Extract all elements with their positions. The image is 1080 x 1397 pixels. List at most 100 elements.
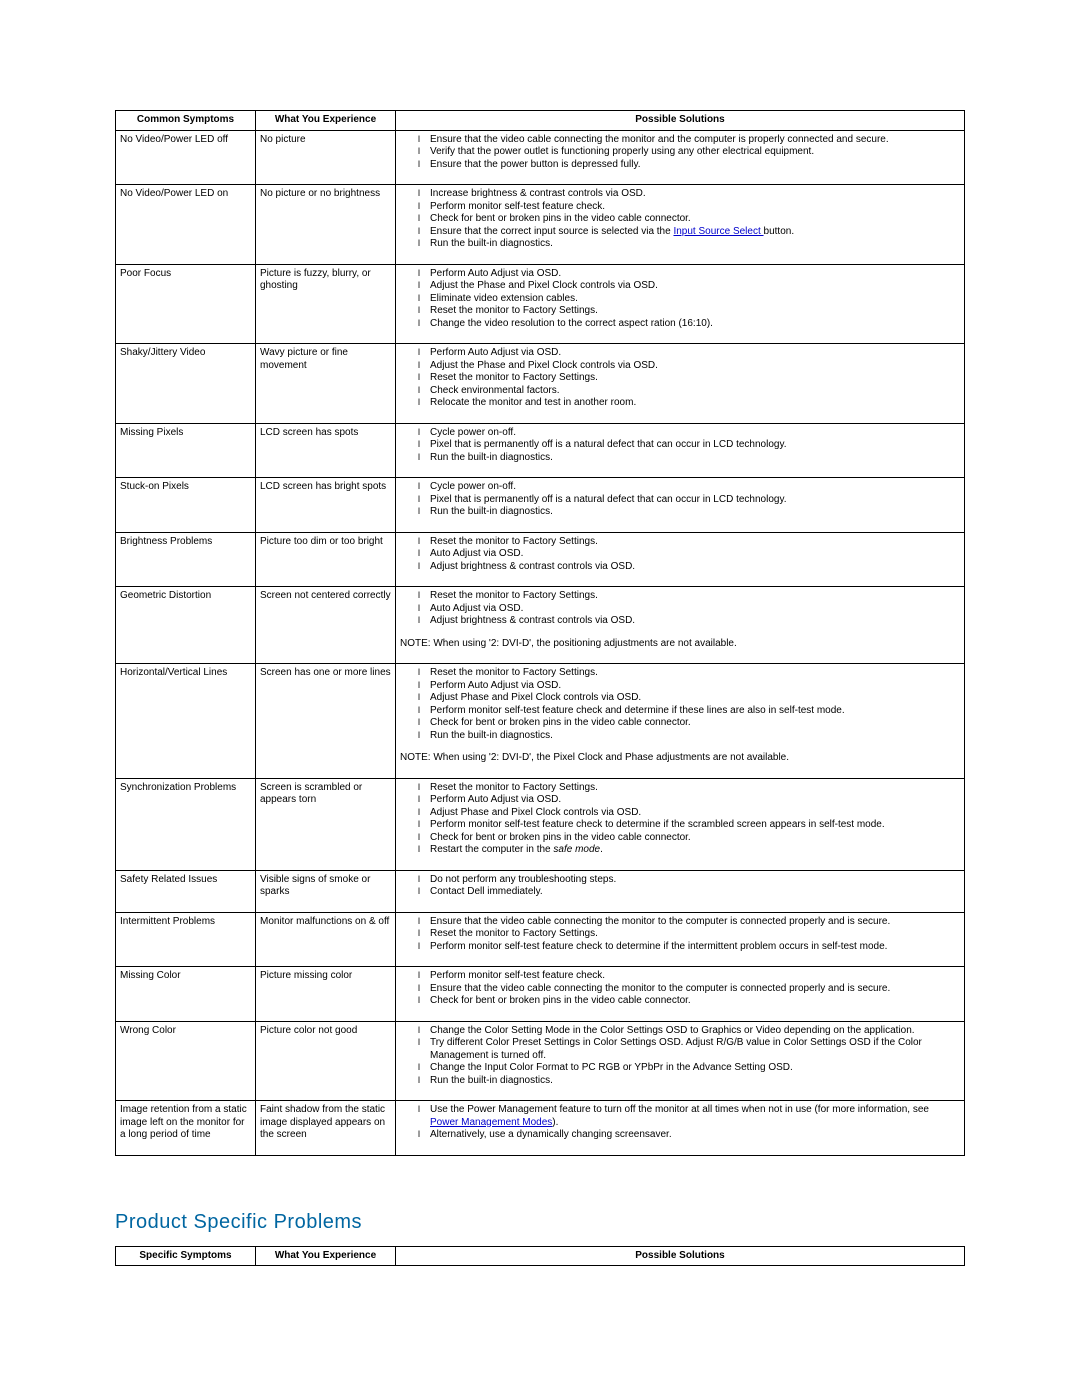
solutions-list: Reset the monitor to Factory Settings.Au…: [400, 590, 960, 628]
solution-item: Ensure that the correct input source is …: [418, 226, 960, 239]
solution-item: Check for bent or broken pins in the vid…: [418, 995, 960, 1008]
product-specific-table: Specific Symptoms What You Experience Po…: [115, 1246, 965, 1267]
solution-item: Adjust the Phase and Pixel Clock control…: [418, 280, 960, 293]
cell-solutions: Ensure that the video cable connecting t…: [396, 912, 965, 967]
cell-solutions: Ensure that the video cable connecting t…: [396, 130, 965, 185]
solution-item: Perform monitor self-test feature check …: [418, 941, 960, 954]
solution-item: Pixel that is permanently off is a natur…: [418, 439, 960, 452]
table-row: No Video/Power LED offNo pictureEnsure t…: [116, 130, 965, 185]
cell-experience: Wavy picture or fine movement: [256, 344, 396, 424]
cell-experience: Visible signs of smoke or sparks: [256, 870, 396, 912]
cell-symptom: Brightness Problems: [116, 532, 256, 587]
solution-item: Restart the computer in the safe mode.: [418, 844, 960, 857]
solutions-list: Ensure that the video cable connecting t…: [400, 916, 960, 954]
table-header-row: Common Symptoms What You Experience Poss…: [116, 111, 965, 131]
cell-symptom: Image retention from a static image left…: [116, 1101, 256, 1156]
cell-symptom: Synchronization Problems: [116, 778, 256, 870]
solution-item: Perform Auto Adjust via OSD.: [418, 794, 960, 807]
solution-item: Run the built-in diagnostics.: [418, 238, 960, 251]
inline-link[interactable]: Power Management Modes: [430, 1117, 552, 1128]
cell-solutions: Perform Auto Adjust via OSD.Adjust the P…: [396, 264, 965, 344]
cell-experience: Screen has one or more lines: [256, 664, 396, 779]
solution-item: Use the Power Management feature to turn…: [418, 1104, 960, 1129]
cell-experience: Picture too dim or too bright: [256, 532, 396, 587]
solution-item: Perform monitor self-test feature check …: [418, 705, 960, 718]
cell-symptom: Geometric Distortion: [116, 587, 256, 664]
cell-symptom: Intermittent Problems: [116, 912, 256, 967]
solution-item: Increase brightness & contrast controls …: [418, 188, 960, 201]
solution-item: Change the Color Setting Mode in the Col…: [418, 1025, 960, 1038]
solution-item: Run the built-in diagnostics.: [418, 730, 960, 743]
solution-item: Ensure that the power button is depresse…: [418, 159, 960, 172]
cell-symptom: Horizontal/Vertical Lines: [116, 664, 256, 779]
cell-experience: Screen is scrambled or appears torn: [256, 778, 396, 870]
table-row: Missing ColorPicture missing colorPerfor…: [116, 967, 965, 1022]
header-specific-symptoms: Specific Symptoms: [116, 1246, 256, 1266]
cell-symptom: Missing Color: [116, 967, 256, 1022]
cell-experience: Monitor malfunctions on & off: [256, 912, 396, 967]
table-row: Stuck-on PixelsLCD screen has bright spo…: [116, 478, 965, 533]
solutions-list: Perform Auto Adjust via OSD.Adjust the P…: [400, 347, 960, 410]
solutions-list: Reset the monitor to Factory Settings.Pe…: [400, 782, 960, 857]
cell-solutions: Use the Power Management feature to turn…: [396, 1101, 965, 1156]
header-solutions-2: Possible Solutions: [396, 1246, 965, 1266]
solution-item: Reset the monitor to Factory Settings.: [418, 590, 960, 603]
cell-solutions: Reset the monitor to Factory Settings.Pe…: [396, 664, 965, 779]
solution-item: Run the built-in diagnostics.: [418, 506, 960, 519]
inline-link[interactable]: Input Source Select: [673, 226, 763, 237]
solution-item: Cycle power on-off.: [418, 427, 960, 440]
solution-item: Adjust Phase and Pixel Clock controls vi…: [418, 692, 960, 705]
solution-item: Pixel that is permanently off is a natur…: [418, 494, 960, 507]
note-text: NOTE: When using '2: DVI-D', the positio…: [400, 638, 960, 651]
solutions-list: Reset the monitor to Factory Settings.Pe…: [400, 667, 960, 742]
table-row: Synchronization ProblemsScreen is scramb…: [116, 778, 965, 870]
solution-item: Reset the monitor to Factory Settings.: [418, 536, 960, 549]
cell-symptom: No Video/Power LED on: [116, 185, 256, 265]
table-row: Image retention from a static image left…: [116, 1101, 965, 1156]
table-header-row: Specific Symptoms What You Experience Po…: [116, 1246, 965, 1266]
header-solutions: Possible Solutions: [396, 111, 965, 131]
solution-item: Perform Auto Adjust via OSD.: [418, 680, 960, 693]
table-row: Safety Related IssuesVisible signs of sm…: [116, 870, 965, 912]
cell-experience: Faint shadow from the static image displ…: [256, 1101, 396, 1156]
cell-symptom: Poor Focus: [116, 264, 256, 344]
cell-solutions: Perform Auto Adjust via OSD.Adjust the P…: [396, 344, 965, 424]
cell-experience: Picture missing color: [256, 967, 396, 1022]
cell-solutions: Cycle power on-off.Pixel that is permane…: [396, 478, 965, 533]
solution-item: Change the Input Color Format to PC RGB …: [418, 1062, 960, 1075]
solutions-list: Use the Power Management feature to turn…: [400, 1104, 960, 1142]
cell-symptom: Missing Pixels: [116, 423, 256, 478]
cell-solutions: Change the Color Setting Mode in the Col…: [396, 1021, 965, 1101]
solution-item: Auto Adjust via OSD.: [418, 603, 960, 616]
cell-solutions: Reset the monitor to Factory Settings.Pe…: [396, 778, 965, 870]
cell-symptom: No Video/Power LED off: [116, 130, 256, 185]
header-experience-2: What You Experience: [256, 1246, 396, 1266]
solution-item: Ensure that the video cable connecting t…: [418, 983, 960, 996]
table-row: Brightness ProblemsPicture too dim or to…: [116, 532, 965, 587]
solution-item: Run the built-in diagnostics.: [418, 1075, 960, 1088]
cell-solutions: Do not perform any troubleshooting steps…: [396, 870, 965, 912]
solution-item: Try different Color Preset Settings in C…: [418, 1037, 960, 1062]
cell-experience: No picture: [256, 130, 396, 185]
italic-text: safe mode: [553, 844, 600, 855]
solution-item: Adjust brightness & contrast controls vi…: [418, 615, 960, 628]
cell-symptom: Safety Related Issues: [116, 870, 256, 912]
solutions-list: Do not perform any troubleshooting steps…: [400, 874, 960, 899]
cell-solutions: Reset the monitor to Factory Settings.Au…: [396, 532, 965, 587]
cell-symptom: Stuck-on Pixels: [116, 478, 256, 533]
table-row: No Video/Power LED onNo picture or no br…: [116, 185, 965, 265]
table-row: Missing PixelsLCD screen has spots Cycle …: [116, 423, 965, 478]
cell-solutions: Perform monitor self-test feature check.…: [396, 967, 965, 1022]
solution-item: Do not perform any troubleshooting steps…: [418, 874, 960, 887]
solutions-list: Ensure that the video cable connecting t…: [400, 134, 960, 172]
solutions-list: Perform Auto Adjust via OSD.Adjust the P…: [400, 268, 960, 331]
solution-item: Perform Auto Adjust via OSD.: [418, 268, 960, 281]
solution-item: Adjust the Phase and Pixel Clock control…: [418, 360, 960, 373]
solution-item: Relocate the monitor and test in another…: [418, 397, 960, 410]
cell-experience: LCD screen has spots: [256, 423, 396, 478]
cell-symptom: Shaky/Jittery Video: [116, 344, 256, 424]
solution-item: Eliminate video extension cables.: [418, 293, 960, 306]
solution-item: Ensure that the video cable connecting t…: [418, 916, 960, 929]
cell-symptom: Wrong Color: [116, 1021, 256, 1101]
table-row: Poor FocusPicture is fuzzy, blurry, or g…: [116, 264, 965, 344]
